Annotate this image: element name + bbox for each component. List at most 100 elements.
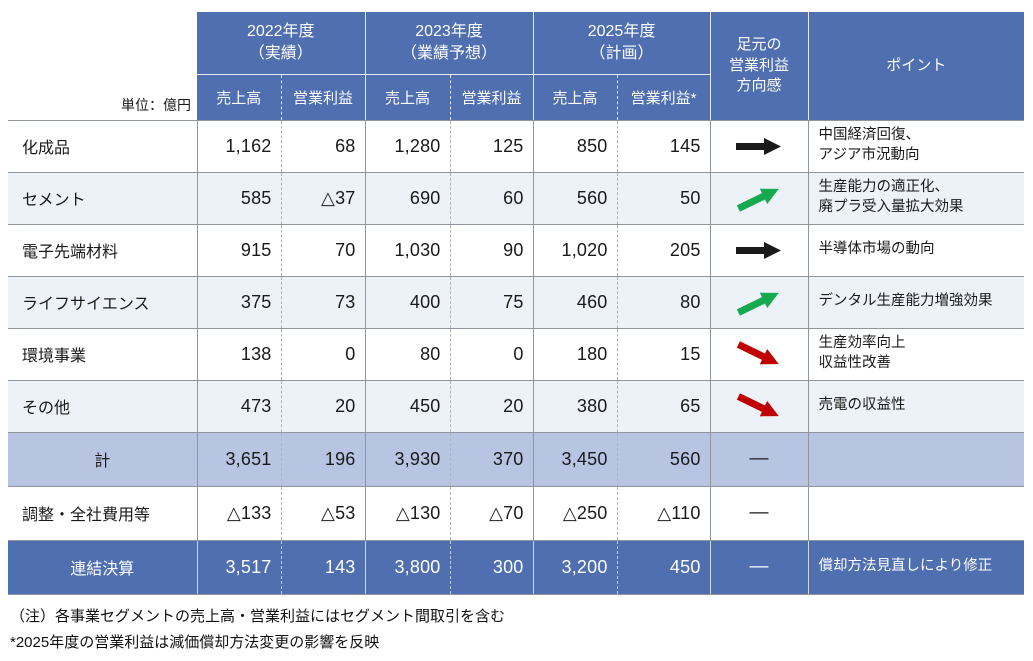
value-cell: 560 [616,432,711,487]
value-cell: 915 [196,224,281,277]
no-direction-dash: ― [749,502,769,523]
value-cell: 15 [616,328,711,381]
value-cell: 560 [532,172,618,225]
column-header-profit-2022: 営業利益 [280,74,366,121]
column-group-fy2023: 2023年度 （業績予想） [364,12,534,75]
value-cell: 850 [532,120,618,173]
value-cell: 75 [449,276,534,329]
value-cell: 3,517 [196,540,281,595]
trend-arrow-icon [736,188,779,212]
value-cell: 50 [616,172,711,225]
trend-arrow-icon [736,392,779,416]
value-cell: △250 [532,486,618,541]
value-cell: 1,280 [364,120,451,173]
value-cell: 690 [364,172,451,225]
table-row-others: その他 473 20 450 20 380 65 ― 売電の収益性 [8,380,1025,433]
value-cell: 450 [616,540,711,595]
value-cell: 1,030 [364,224,451,277]
segment-name-cell: ライフサイエンス [8,276,197,329]
value-cell: 68 [280,120,366,173]
point-cell: 半導体市場の動向 [807,224,1025,277]
value-cell: 73 [280,276,366,329]
value-cell: △130 [364,486,451,541]
value-cell: 180 [532,328,618,381]
direction-cell: ― [709,540,809,595]
value-cell: △133 [196,486,281,541]
direction-cell: ― [709,486,809,541]
value-cell: 138 [196,328,281,381]
value-cell: 125 [449,120,534,173]
point-cell: 売電の収益性 [807,380,1025,433]
direction-cell: ― [709,380,809,433]
column-group-fy2025: 2025年度 （計画） [532,12,711,75]
value-cell: 205 [616,224,711,277]
footnote-line: （注）各事業セグメントの売上高・営業利益にはセグメント間取引を含む [10,608,506,625]
segment-name-cell: 調整・全社費用等 [8,486,197,541]
segment-name-cell: その他 [8,380,197,433]
direction-cell: ― [709,172,809,225]
value-cell: 473 [196,380,281,433]
value-cell: △37 [280,172,366,225]
trend-arrow-icon [736,340,779,364]
unit-label: 単位：億円 [8,12,197,121]
segment-name-cell: 環境事業 [8,328,197,381]
trend-arrow-icon [736,292,779,316]
value-cell: 90 [449,224,534,277]
point-cell [807,432,1025,487]
table-row-subtotal: 計 3,651 196 3,930 370 3,450 560 ― [8,432,1025,487]
column-group-fy2022: 2022年度 （実績） [197,12,366,75]
value-cell: 143 [280,540,366,595]
value-cell: 80 [364,328,451,381]
column-header-direction: 足元の 営業利益 方向感 [709,12,809,121]
table-row-environment: 環境事業 138 0 80 0 180 15 ― 生産効率向上 収益性改善 [8,328,1025,381]
point-cell: デンタル生産能力増強効果 [807,276,1025,329]
value-cell: △110 [616,486,711,541]
value-cell: 20 [280,380,366,433]
point-cell: 中国経済回復、 アジア市況動向 [807,120,1025,173]
direction-cell: ― [709,432,809,487]
table-row-consolidated: 連結決算 3,517 143 3,800 300 3,200 450 ― 償却方… [8,540,1025,595]
table-row-cement: セメント 585 △37 690 60 560 50 ― 生産能力の適正化、 廃… [8,172,1025,225]
direction-cell: ― [709,120,809,173]
footnotes: （注）各事業セグメントの売上高・営業利益にはセグメント間取引を含む *2025年… [10,604,505,657]
value-cell: △70 [449,486,534,541]
value-cell: 3,450 [532,432,618,487]
column-header-profit-2023: 営業利益 [449,74,534,121]
point-cell: 生産能力の適正化、 廃プラ受入量拡大効果 [807,172,1025,225]
segment-name-cell: 電子先端材料 [8,224,197,277]
segment-name-cell: 連結決算 [8,540,197,595]
value-cell: 300 [449,540,534,595]
segment-name-cell: セメント [8,172,197,225]
trend-arrow-icon [736,137,782,155]
column-header-sales-2023: 売上高 [364,74,451,121]
direction-cell: ― [709,328,809,381]
value-cell: 3,651 [196,432,281,487]
value-cell: 1,162 [196,120,281,173]
value-cell: 80 [616,276,711,329]
no-direction-dash: ― [749,448,769,469]
point-cell [807,486,1025,541]
value-cell: 3,800 [364,540,451,595]
value-cell: 460 [532,276,618,329]
direction-cell: ― [709,224,809,277]
segment-results-table: 単位：億円 2022年度 （実績） 2023年度 （業績予想） 2025年度 （… [8,12,1025,595]
column-header-profit-2025: 営業利益* [616,74,711,121]
point-cell: 生産効率向上 収益性改善 [807,328,1025,381]
table-row-adjustments: 調整・全社費用等 △133 △53 △130 △70 △250 △110 ― [8,486,1025,541]
column-header-point: ポイント [807,12,1025,121]
value-cell: 380 [532,380,618,433]
footnote-line: *2025年度の営業利益は減価償却方法変更の影響を反映 [10,634,380,652]
table-row-electronics: 電子先端材料 915 70 1,030 90 1,020 205 ― 半導体市場… [8,224,1025,277]
column-header-sales-2025: 売上高 [532,74,618,121]
value-cell: 145 [616,120,711,173]
value-cell: 3,930 [364,432,451,487]
value-cell: 585 [196,172,281,225]
value-cell: 1,020 [532,224,618,277]
value-cell: 450 [364,380,451,433]
segment-name-cell: 計 [8,432,197,487]
table-row-chemicals: 化成品 1,162 68 1,280 125 850 145 ― 中国経済回復、… [8,120,1025,173]
value-cell: 196 [280,432,366,487]
value-cell: 0 [449,328,534,381]
value-cell: 3,200 [532,540,618,595]
